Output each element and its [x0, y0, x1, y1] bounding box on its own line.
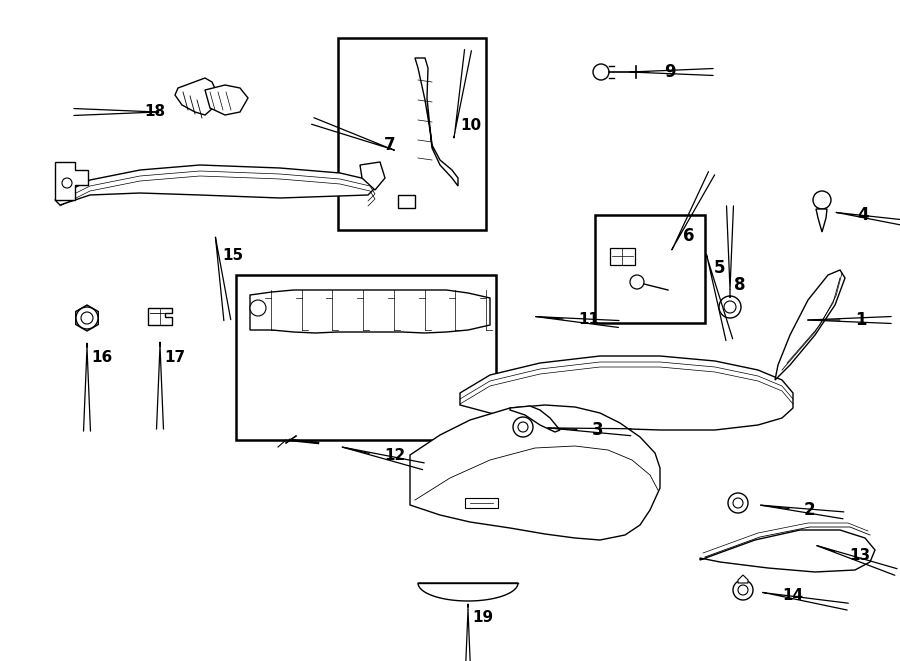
Polygon shape — [410, 405, 660, 540]
Polygon shape — [460, 356, 793, 430]
Polygon shape — [738, 575, 748, 583]
Text: 16: 16 — [91, 350, 112, 366]
Text: 6: 6 — [683, 227, 695, 245]
Polygon shape — [510, 406, 560, 432]
Bar — [595, 215, 705, 323]
Circle shape — [76, 307, 98, 329]
Text: 18: 18 — [144, 104, 165, 120]
Polygon shape — [76, 305, 98, 331]
Text: 12: 12 — [384, 449, 405, 463]
Text: 4: 4 — [857, 206, 868, 224]
Circle shape — [518, 422, 528, 432]
Circle shape — [728, 493, 748, 513]
Circle shape — [733, 498, 743, 508]
Polygon shape — [418, 583, 518, 601]
Polygon shape — [700, 530, 875, 572]
Circle shape — [593, 64, 609, 80]
Circle shape — [738, 585, 748, 595]
Polygon shape — [415, 58, 458, 186]
Text: 10: 10 — [460, 118, 482, 132]
Text: 9: 9 — [664, 63, 676, 81]
Circle shape — [250, 300, 266, 316]
Polygon shape — [816, 209, 827, 232]
Text: 8: 8 — [734, 276, 745, 294]
Circle shape — [513, 417, 533, 437]
Polygon shape — [360, 162, 385, 190]
Polygon shape — [775, 270, 845, 380]
Polygon shape — [175, 78, 218, 115]
Circle shape — [62, 178, 72, 188]
Circle shape — [81, 312, 93, 324]
Polygon shape — [55, 162, 88, 200]
Circle shape — [733, 580, 753, 600]
Polygon shape — [610, 248, 635, 265]
Text: 19: 19 — [472, 611, 493, 625]
Text: 13: 13 — [849, 547, 870, 563]
Text: 3: 3 — [592, 421, 604, 439]
Text: 5: 5 — [714, 259, 725, 277]
Text: 14: 14 — [782, 588, 803, 602]
Polygon shape — [148, 308, 172, 325]
Circle shape — [813, 191, 831, 209]
Circle shape — [719, 296, 741, 318]
Polygon shape — [55, 165, 375, 205]
Text: 11: 11 — [578, 313, 599, 327]
Polygon shape — [465, 498, 498, 508]
Text: 2: 2 — [804, 501, 815, 519]
Text: 7: 7 — [384, 136, 396, 154]
Text: 15: 15 — [222, 247, 243, 262]
Circle shape — [630, 275, 644, 289]
Circle shape — [724, 301, 736, 313]
Polygon shape — [205, 85, 248, 115]
Bar — [236, 275, 496, 440]
Text: 17: 17 — [164, 350, 185, 366]
Text: 1: 1 — [855, 311, 867, 329]
Bar — [338, 38, 486, 230]
Polygon shape — [250, 290, 490, 333]
Polygon shape — [398, 195, 415, 208]
